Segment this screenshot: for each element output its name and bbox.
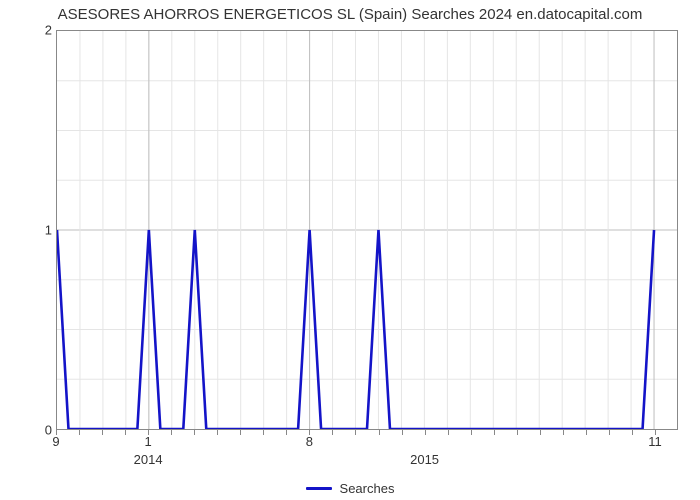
x-minor-tick bbox=[355, 430, 356, 435]
y-tick-label: 1 bbox=[45, 223, 52, 238]
x-minor-tick bbox=[586, 430, 587, 435]
x-minor-tick bbox=[171, 430, 172, 435]
x-minor-tick bbox=[379, 430, 380, 435]
x-tick-label: 1 bbox=[145, 434, 152, 449]
x-minor-tick bbox=[471, 430, 472, 435]
x-minor-tick bbox=[402, 430, 403, 435]
legend-swatch bbox=[306, 487, 332, 490]
x-minor-tick bbox=[540, 430, 541, 435]
x-minor-tick bbox=[56, 430, 57, 435]
x-minor-tick bbox=[609, 430, 610, 435]
x-minor-tick bbox=[309, 430, 310, 435]
x-minor-tick bbox=[240, 430, 241, 435]
y-tick-label: 0 bbox=[45, 423, 52, 438]
x-tick-label: 8 bbox=[306, 434, 313, 449]
x-minor-tick bbox=[425, 430, 426, 435]
y-tick-label: 2 bbox=[45, 23, 52, 38]
x-minor-tick bbox=[494, 430, 495, 435]
plot-svg bbox=[57, 31, 677, 429]
x-minor-tick bbox=[517, 430, 518, 435]
x-minor-tick bbox=[194, 430, 195, 435]
plot-area bbox=[56, 30, 678, 430]
x-minor-tick bbox=[563, 430, 564, 435]
x-minor-tick bbox=[332, 430, 333, 435]
legend: Searches bbox=[0, 481, 700, 496]
x-minor-tick bbox=[632, 430, 633, 435]
chart-title: ASESORES AHORROS ENERGETICOS SL (Spain) … bbox=[0, 6, 700, 23]
x-minor-tick bbox=[655, 430, 656, 435]
legend-label: Searches bbox=[340, 481, 395, 496]
x-minor-tick bbox=[102, 430, 103, 435]
x-major-label: 2015 bbox=[410, 452, 439, 467]
x-minor-tick bbox=[79, 430, 80, 435]
x-minor-tick bbox=[148, 430, 149, 435]
x-minor-tick bbox=[263, 430, 264, 435]
x-major-label: 2014 bbox=[134, 452, 163, 467]
x-minor-tick bbox=[448, 430, 449, 435]
chart-container: ASESORES AHORROS ENERGETICOS SL (Spain) … bbox=[0, 0, 700, 500]
x-minor-tick bbox=[286, 430, 287, 435]
x-minor-tick bbox=[217, 430, 218, 435]
x-tick-label: 11 bbox=[648, 434, 662, 449]
x-tick-label: 9 bbox=[52, 434, 59, 449]
x-minor-tick bbox=[125, 430, 126, 435]
